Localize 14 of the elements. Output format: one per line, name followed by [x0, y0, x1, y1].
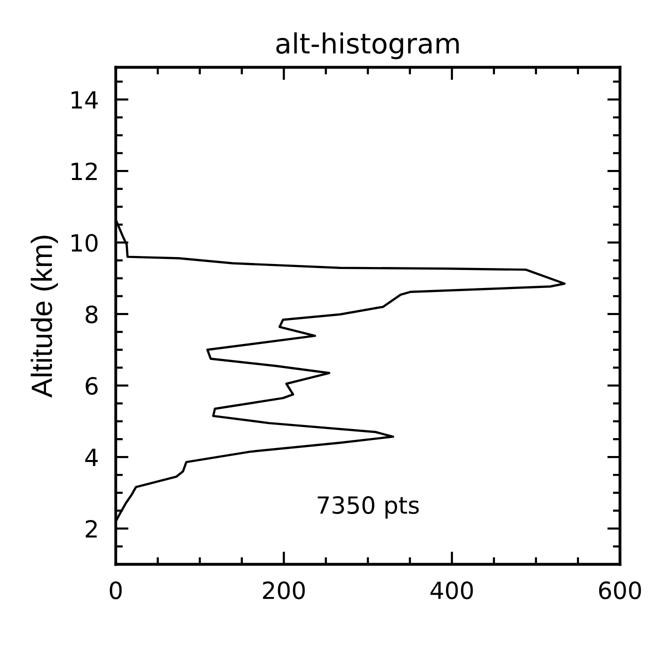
y-tick-label: 14	[72, 91, 98, 108]
chart-title: alt-histogram	[276, 32, 459, 60]
x-tick-label: 200	[263, 581, 305, 600]
y-tick-label: 8	[86, 305, 98, 324]
x-tick-label: 0	[110, 581, 122, 600]
annotation: 7350 pts	[318, 496, 419, 519]
x-tick-label: 600	[599, 581, 641, 600]
y-tick-label: 2	[86, 520, 97, 538]
y-tick-label: 6	[86, 376, 98, 395]
y-axis-title: Altitude (km)	[30, 236, 58, 398]
y-tick-label: 4	[85, 448, 98, 466]
x-tick-label: 400	[430, 581, 473, 600]
y-tick-label: 10	[72, 234, 98, 252]
y-tick-label: 12	[72, 162, 97, 180]
